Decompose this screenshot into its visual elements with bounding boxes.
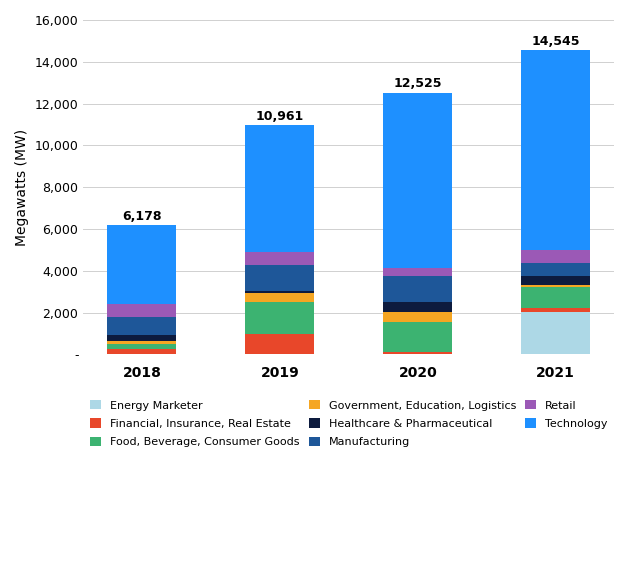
Bar xyxy=(383,312,452,322)
Bar xyxy=(383,352,452,355)
Bar xyxy=(522,263,590,276)
Bar xyxy=(245,302,314,333)
Bar xyxy=(108,335,177,341)
Bar xyxy=(522,312,590,355)
Bar xyxy=(108,341,177,344)
Bar xyxy=(383,301,452,312)
Text: 14,545: 14,545 xyxy=(532,35,580,48)
Bar xyxy=(245,125,314,252)
Bar xyxy=(245,252,314,265)
Bar xyxy=(108,225,177,304)
Legend: Energy Marketer, Financial, Insurance, Real Estate, Food, Beverage, Consumer Goo: Energy Marketer, Financial, Insurance, R… xyxy=(90,400,607,447)
Bar xyxy=(108,349,177,355)
Bar xyxy=(522,285,590,287)
Text: 10,961: 10,961 xyxy=(256,110,304,123)
Bar xyxy=(383,276,452,301)
Bar xyxy=(383,93,452,268)
Bar xyxy=(522,276,590,285)
Bar xyxy=(245,265,314,291)
Bar xyxy=(383,322,452,352)
Bar xyxy=(108,304,177,317)
Y-axis label: Megawatts (MW): Megawatts (MW) xyxy=(15,129,29,246)
Bar xyxy=(245,291,314,293)
Bar xyxy=(383,268,452,276)
Bar xyxy=(245,333,314,355)
Bar xyxy=(245,293,314,302)
Bar xyxy=(522,250,590,263)
Bar xyxy=(522,287,590,308)
Bar xyxy=(108,317,177,335)
Bar xyxy=(108,344,177,349)
Text: 12,525: 12,525 xyxy=(394,77,442,90)
Bar xyxy=(522,50,590,250)
Bar xyxy=(522,308,590,312)
Text: 6,178: 6,178 xyxy=(122,210,162,223)
